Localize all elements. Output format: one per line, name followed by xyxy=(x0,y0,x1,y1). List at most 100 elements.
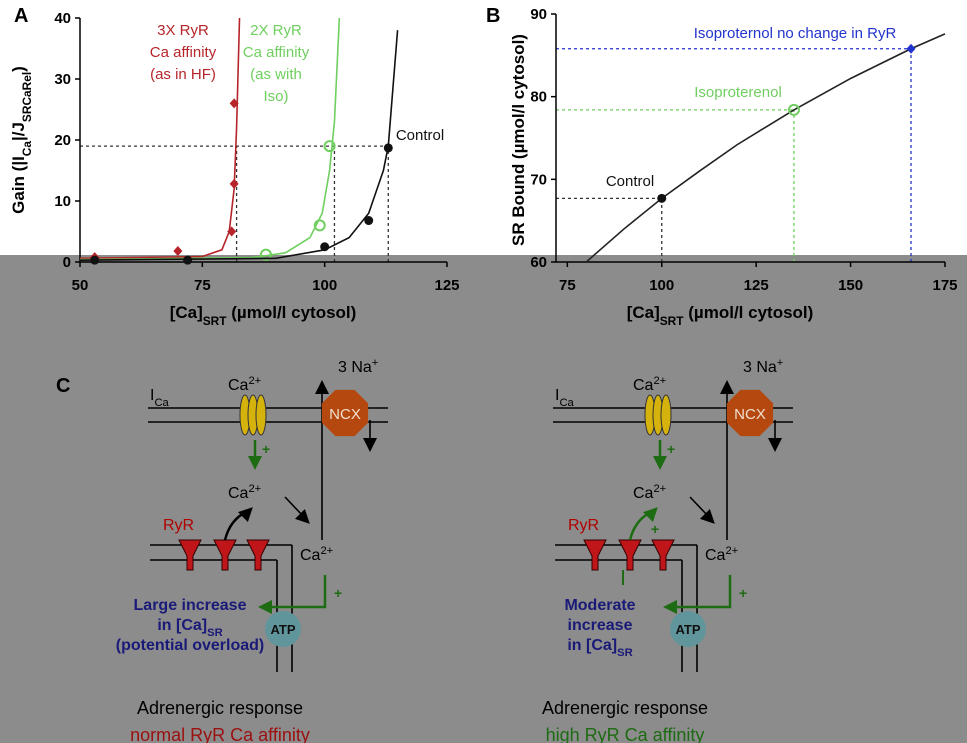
text-part: + xyxy=(372,357,379,369)
series-label: Control xyxy=(606,173,654,190)
x-tick-label: 75 xyxy=(194,277,211,294)
text-part: in [Ca] xyxy=(567,637,617,654)
plus-sign: + xyxy=(651,521,659,537)
data-point xyxy=(90,255,100,265)
data-point xyxy=(183,255,193,265)
data-point xyxy=(259,248,272,261)
y-tick-label: 20 xyxy=(54,132,71,149)
diagram-line xyxy=(284,496,304,517)
text-part: I xyxy=(150,387,154,404)
arrowhead xyxy=(248,456,262,470)
x-tick-label: 125 xyxy=(434,277,459,294)
ca-sr-label: Ca2+ xyxy=(300,545,333,564)
affinity-label: normal RyR Ca affinity xyxy=(130,725,310,743)
sr-note: Moderate xyxy=(564,597,635,614)
x-axis-title: [Ca]SRT (µmol/l cytosol) xyxy=(170,303,357,328)
data-point xyxy=(313,219,326,232)
y-axis-title: Gain (|ICa|/JSRCaRel) xyxy=(9,66,34,214)
data-point xyxy=(229,98,239,109)
ca-sr-label: Ca2+ xyxy=(705,545,738,564)
text-part: 2+ xyxy=(248,483,261,495)
text-part: Ca xyxy=(705,547,726,564)
y-tick-label: 10 xyxy=(54,193,71,210)
text-part: (µmol/l cytosol) xyxy=(684,303,814,322)
series-label: Iso) xyxy=(263,88,288,105)
text-part: [Ca] xyxy=(170,303,203,322)
ica-label: ICa xyxy=(150,387,170,409)
data-point xyxy=(657,193,667,203)
text-part: I xyxy=(555,387,559,404)
text-part: 3 Na xyxy=(743,359,777,376)
arrowhead xyxy=(258,600,272,614)
x-tick-label: 100 xyxy=(312,277,337,294)
x-tick-label: 100 xyxy=(649,277,674,294)
ryr-channel xyxy=(178,539,202,571)
text-part: + xyxy=(777,357,784,369)
text-part: 2+ xyxy=(725,545,738,557)
ryr-channel xyxy=(213,539,237,571)
series-label: (as with xyxy=(250,66,302,83)
series-label: Isoproternol no change in RyR xyxy=(694,25,897,42)
fit-curve xyxy=(79,30,399,261)
arrowhead xyxy=(699,508,715,524)
ncx-exchanger xyxy=(726,389,774,437)
data-point xyxy=(787,103,800,116)
text-part: SRT xyxy=(660,314,685,328)
sr-note: in [Ca]SR xyxy=(567,637,632,659)
y-tick-label: 70 xyxy=(530,171,547,188)
response-label: Adrenergic response xyxy=(137,698,303,718)
arrowhead xyxy=(663,600,677,614)
arrowhead xyxy=(363,438,377,452)
text-part: Ca xyxy=(559,397,574,409)
x-tick-label: 175 xyxy=(932,277,957,294)
data-point xyxy=(323,140,336,153)
atp-pump xyxy=(265,611,301,647)
arrowhead xyxy=(294,508,310,524)
y-tick-label: 30 xyxy=(54,71,71,88)
series-label: 3X RyR xyxy=(157,22,209,39)
text-part: 3 Na xyxy=(338,359,372,376)
na-label: 3 Na+ xyxy=(743,357,783,376)
text-part: SRCaRel xyxy=(20,72,34,122)
panel-letter: A xyxy=(14,5,28,27)
text-part: Ca xyxy=(228,377,249,394)
panel-letter: B xyxy=(486,5,500,27)
serca-arrow xyxy=(268,575,327,609)
arrowhead xyxy=(653,456,667,470)
x-tick-label: 50 xyxy=(72,277,89,294)
text-part: Ca xyxy=(633,377,654,394)
text-part: in [Ca] xyxy=(157,617,207,634)
top-background xyxy=(0,0,967,255)
text-part: increase xyxy=(568,617,633,634)
ca-label: Ca2+ xyxy=(633,375,666,394)
y-tick-label: 90 xyxy=(530,6,547,23)
text-part: [Ca] xyxy=(627,303,660,322)
arrowhead xyxy=(768,438,782,452)
x-tick-label: 125 xyxy=(744,277,769,294)
atp-label: ATP xyxy=(675,622,700,637)
diagram-line xyxy=(689,496,709,517)
text-part: Gain (|I xyxy=(9,156,28,214)
ncx-label: NCX xyxy=(734,406,766,423)
data-point xyxy=(229,178,239,189)
x-axis-title: [Ca]SRT (µmol/l cytosol) xyxy=(627,303,814,328)
y-tick-label: 60 xyxy=(530,254,547,271)
ryr-channel xyxy=(618,539,642,571)
series-label: Control xyxy=(396,127,444,144)
text-part: 2+ xyxy=(653,483,666,495)
ncx-label: NCX xyxy=(329,406,361,423)
text-part: 2+ xyxy=(653,375,666,387)
plus-sign: + xyxy=(334,585,342,601)
text-part: 2+ xyxy=(320,545,333,557)
text-part: (µmol/l cytosol) xyxy=(227,303,357,322)
text-part: Ca xyxy=(300,547,321,564)
text-part: Ca xyxy=(154,397,169,409)
ryr-channel xyxy=(651,539,675,571)
ca-channel xyxy=(660,394,672,436)
text-part: Large increase xyxy=(134,597,247,614)
text-part: ) xyxy=(9,66,28,72)
ca-cytosol-label: Ca2+ xyxy=(633,483,666,502)
y-tick-label: 0 xyxy=(63,254,71,271)
